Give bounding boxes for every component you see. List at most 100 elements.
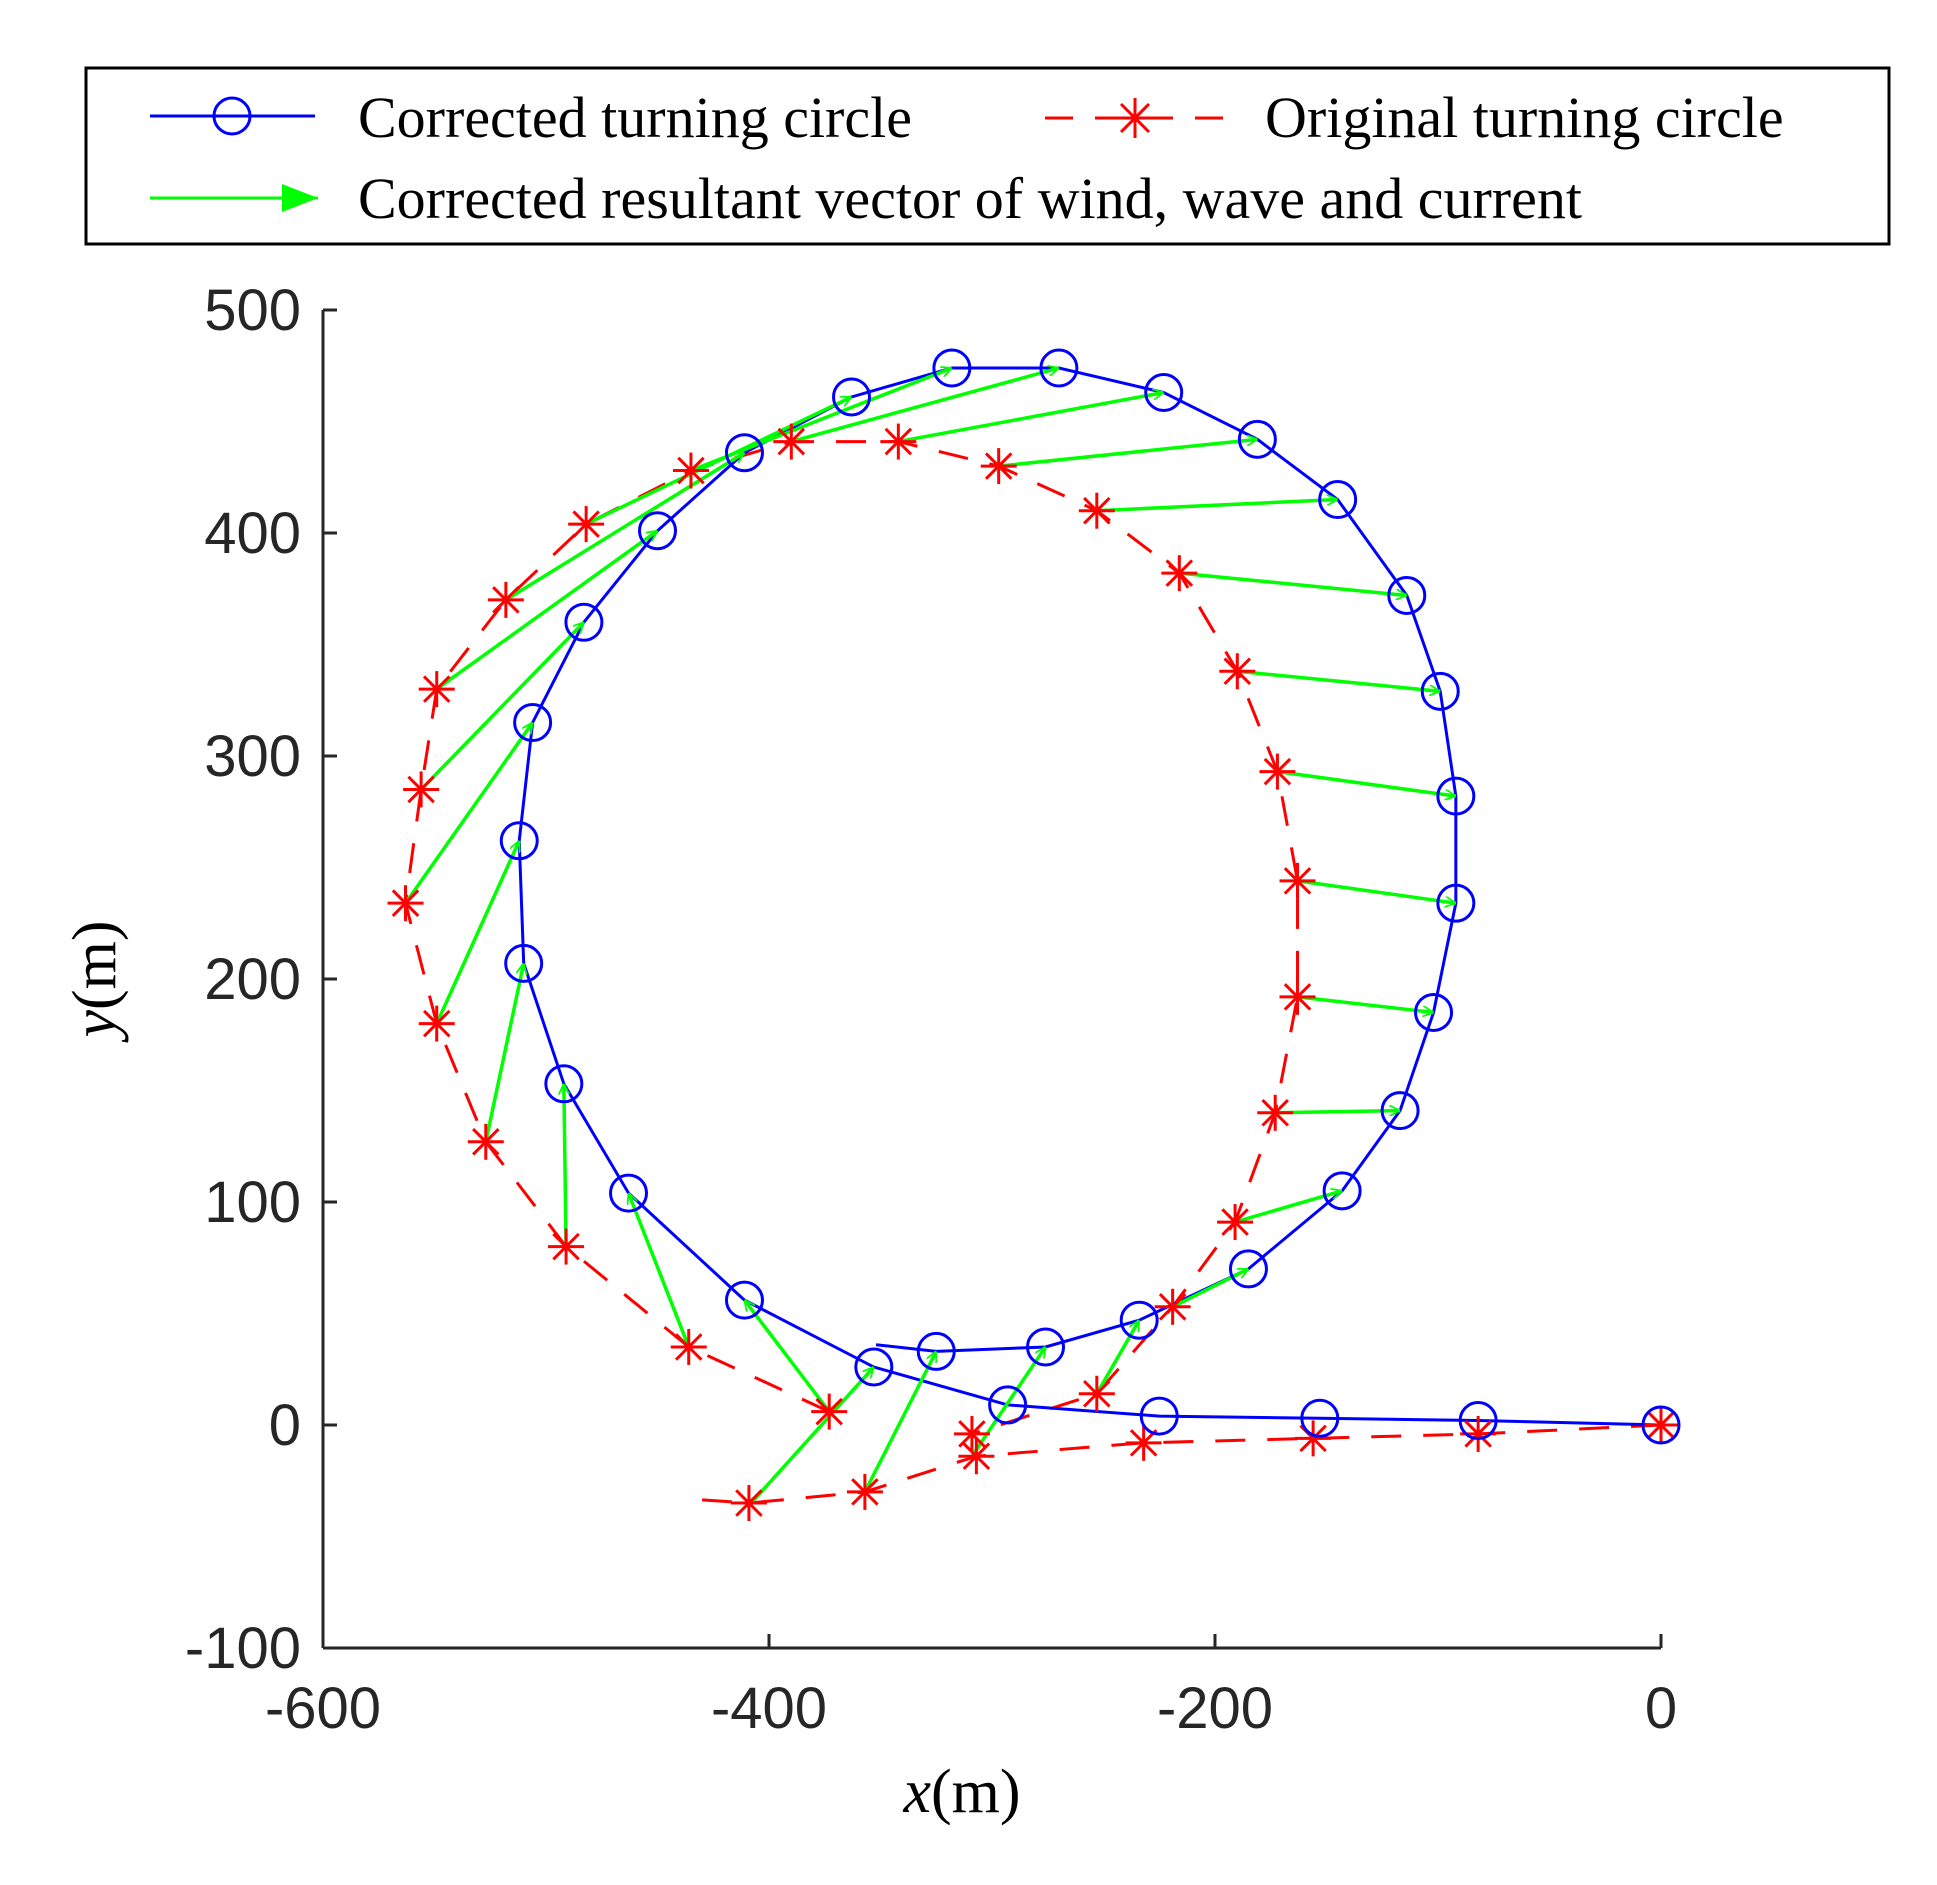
vector-arrow: [1277, 769, 1455, 797]
vector-arrow: [863, 1351, 938, 1493]
original-point: [1161, 555, 1198, 592]
vector-arrow: [970, 1347, 1047, 1458]
vector-arrow: [435, 529, 658, 691]
y-tick-label: -100: [185, 1616, 301, 1681]
y-tick-label: 0: [269, 1393, 301, 1458]
original-point: [1078, 1375, 1115, 1412]
original-point-stroke: [472, 1128, 500, 1156]
original-point: [1295, 1420, 1332, 1457]
vector-arrow: [564, 1084, 566, 1247]
original-point-stroke: [492, 586, 520, 614]
original-point: [403, 771, 440, 808]
original-point-stroke: [777, 427, 806, 456]
x-tick-label: -200: [1157, 1676, 1273, 1741]
corrected-point: [988, 1385, 1028, 1425]
original-point: [672, 452, 709, 489]
y-axis-label: y(m): [61, 920, 129, 1043]
corrected-point: [932, 348, 972, 388]
original-point: [1154, 1288, 1191, 1325]
original-point-stroke: [1165, 559, 1194, 587]
corrected-point: [1228, 1249, 1268, 1289]
original-point: [1279, 862, 1316, 899]
original-point-stroke: [1647, 1411, 1675, 1439]
original-point-stroke: [1261, 1099, 1289, 1127]
x-ticks: -600 -400 -200 0: [265, 1634, 1677, 1741]
corrected-point: [609, 1173, 649, 1213]
original-point-stroke: [677, 456, 705, 485]
corrected-point: [1436, 776, 1476, 816]
original-point: [958, 1438, 995, 1475]
original-point-stroke: [552, 1232, 580, 1261]
original-point-stroke: [984, 452, 1013, 480]
original-point: [670, 1328, 707, 1365]
corrected-point: [1300, 1398, 1340, 1438]
corrected-point: [1387, 575, 1427, 615]
original-point-stroke: [422, 1009, 451, 1038]
original-point: [487, 581, 524, 618]
original-point-stroke: [851, 1478, 879, 1506]
vector-arrow: [1096, 500, 1338, 513]
vector-arrow: [1179, 571, 1406, 595]
original-point: [1125, 1424, 1162, 1461]
original-point-stroke: [1299, 1424, 1327, 1453]
vector-arrow: [435, 841, 521, 1025]
vector-arrow: [504, 451, 745, 602]
corrected-point: [1436, 883, 1476, 923]
vector-arrow: [419, 622, 584, 791]
corrected-series-line: [517, 366, 1662, 1427]
original-series-line-tail: [681, 1423, 1662, 1505]
original-point: [568, 506, 605, 543]
corrected-point: [544, 1064, 584, 1104]
vector-arrow: [484, 963, 524, 1143]
corrected-point: [916, 1331, 956, 1371]
original-point: [846, 1473, 883, 1510]
original-point-stroke: [1283, 867, 1312, 895]
original-point: [1259, 753, 1296, 790]
y-tick-label: 400: [204, 501, 301, 566]
legend-original-label: Original turning circle: [1265, 85, 1784, 150]
original-point-stroke: [1464, 1420, 1492, 1448]
original-point: [1279, 978, 1316, 1015]
corrected-point: [1414, 992, 1454, 1032]
corrected-point: [1380, 1091, 1420, 1131]
corrected-point: [564, 602, 604, 642]
corrected-point: [1420, 671, 1460, 711]
corrected-point: [499, 821, 539, 861]
original-point: [980, 448, 1017, 485]
plot-area: [387, 348, 1681, 1522]
x-tick-label: -400: [711, 1676, 827, 1741]
corrected-point: [1144, 373, 1184, 413]
original-point: [1078, 492, 1115, 529]
original-point-stroke: [407, 775, 435, 804]
corrected-point: [504, 943, 544, 983]
original-point: [548, 1228, 585, 1265]
vector-arrow: [1237, 669, 1440, 691]
legend: Corrected turning circle Original turnin…: [84, 66, 1891, 246]
legend-corrected-marker: [212, 96, 252, 136]
original-series-line-loop: [403, 440, 1300, 1436]
original-point: [730, 1485, 767, 1522]
original-point-stroke: [391, 889, 420, 917]
original-point-stroke: [884, 427, 913, 456]
original-point-stroke: [1283, 983, 1312, 1011]
legend-original-marker: [1115, 98, 1155, 138]
original-point-stroke: [1083, 496, 1111, 525]
vector-arrow: [749, 1367, 874, 1505]
vector-arrow: [1095, 1320, 1141, 1395]
corrected-point: [1641, 1405, 1681, 1445]
original-point-stroke: [1223, 657, 1252, 686]
original-point: [418, 671, 455, 708]
corrected-point: [1237, 419, 1277, 459]
vector-arrow: [1275, 1111, 1400, 1113]
legend-box: [84, 66, 1891, 246]
original-point-stroke: [1263, 757, 1292, 786]
original-point-stroke: [1083, 1380, 1111, 1408]
original-point-stroke: [1158, 1293, 1187, 1321]
original-point-stroke: [674, 1333, 703, 1361]
vector-arrow: [585, 395, 851, 526]
original-point: [880, 423, 917, 460]
vector-arrow: [790, 368, 1059, 444]
vector-arrow: [404, 723, 535, 905]
corrected-point: [1139, 1396, 1179, 1436]
